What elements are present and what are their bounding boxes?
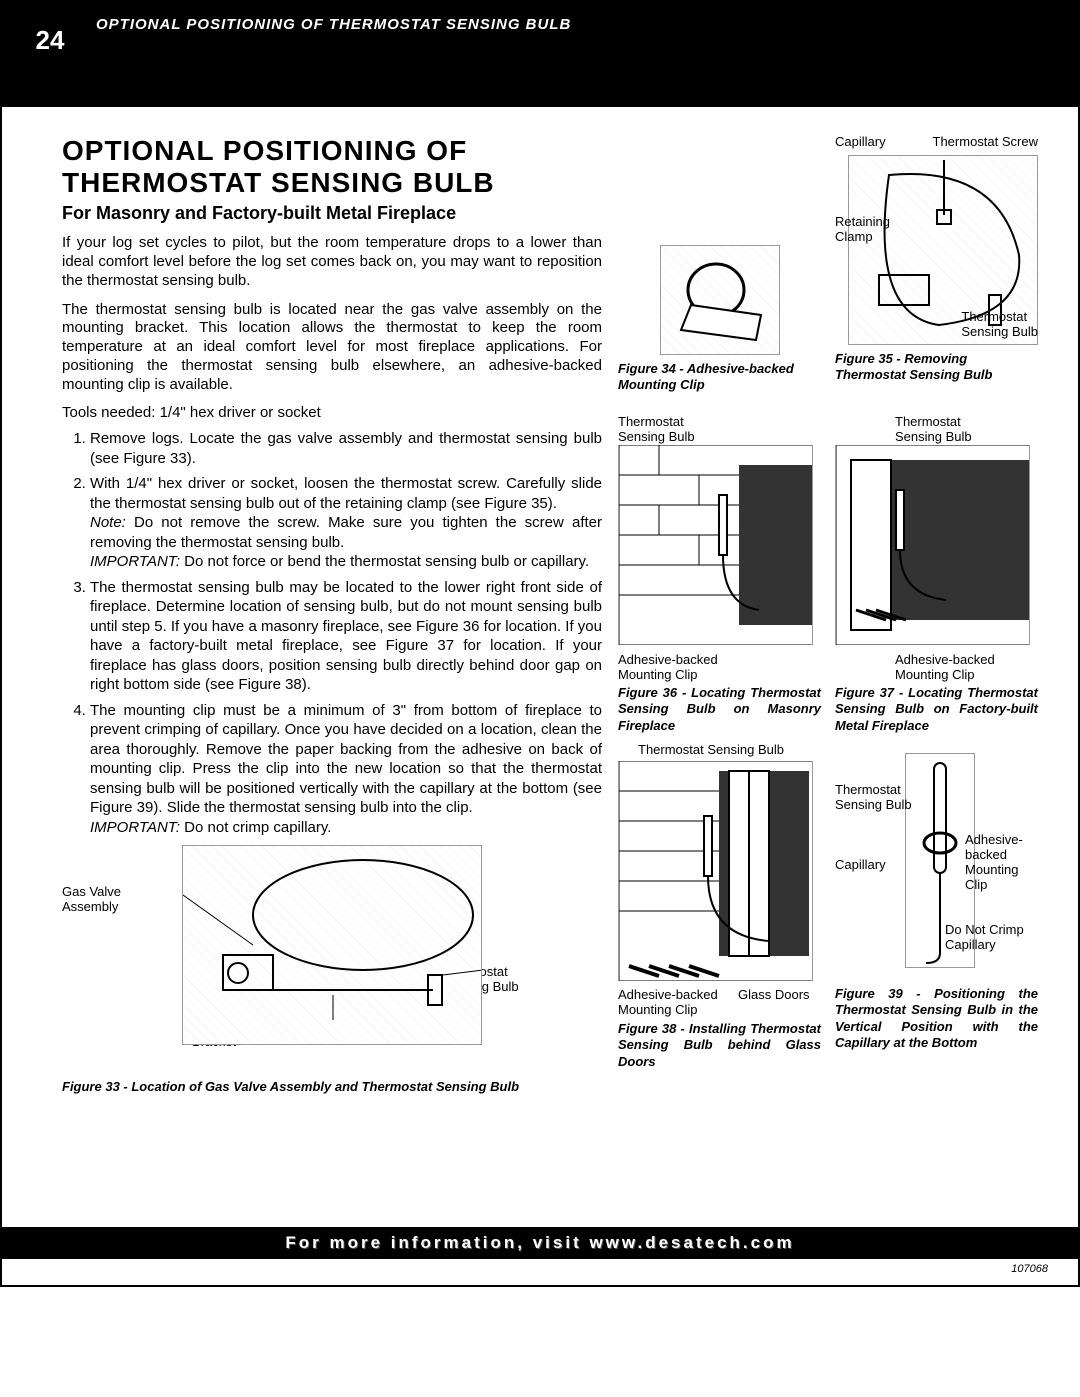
step-2: With 1/4" hex driver or socket, loosen t… [90,474,602,572]
figure-38-caption: Figure 38 - Installing Thermostat Sensin… [618,1021,821,1070]
tools-needed: Tools needed: 1/4" hex driver or socket [62,404,602,421]
subheading: For Masonry and Factory-built Metal Fire… [62,203,602,224]
right-column: Figure 34 - Adhesive-backed Mounting Cli… [618,135,1038,1089]
label-capillary-35: Capillary [835,135,886,150]
footer-bar: For more information, visit www.desatech… [2,1227,1078,1259]
step-1: Remove logs. Locate the gas valve assemb… [90,429,602,468]
paragraph-1: If your log set cycles to pilot, but the… [62,234,602,290]
manual-page: 24 OPTIONAL POSITIONING OF THERMOSTAT SE… [0,0,1080,1287]
step-4: The mounting clip must be a minimum of 3… [90,701,602,838]
gas-valve-icon [183,845,481,1045]
step-2a: With 1/4" hex driver or socket, loosen t… [90,475,602,512]
glass-door-icon [619,761,812,981]
section-title-line2: THERMOSTAT SENSING BULB [62,167,495,198]
left-column: OPTIONAL POSITIONING OF THERMOSTAT SENSI… [62,135,602,1096]
label-clip-37: Adhesive-backed Mounting Clip [895,653,995,683]
header-bar: 24 OPTIONAL POSITIONING OF THERMOSTAT SE… [2,2,1078,107]
figure-39: Thermostat Sensing Bulb Capillary Adhesi… [835,743,1038,1083]
label-capillary-39: Capillary [835,858,886,873]
figure-37-caption: Figure 37 - Locating Thermostat Sensing … [835,685,1038,734]
step-2-note-label: Note: [90,514,126,531]
label-tsb-35: Thermostat Sensing Bulb [961,310,1038,340]
step-4-important-label: IMPORTANT: [90,819,180,836]
figure-38-diagram [618,761,813,981]
label-tsb-36: Thermostat Sensing Bulb [618,415,695,445]
step-2-note: Do not remove the screw. Make sure you t… [90,514,602,551]
figure-34-caption: Figure 34 - Adhesive-backed Mounting Cli… [618,361,821,394]
step-2-important-label: IMPORTANT: [90,553,180,570]
figure-35-caption: Figure 35 - Removing Thermostat Sensing … [835,351,1038,384]
figure-36-caption: Figure 36 - Locating Thermostat Sensing … [618,685,821,734]
figure-row-36-37: Thermostat Sensing Bulb [618,415,1038,725]
figure-37: Thermostat Sensing Bulb Adhesive-backed … [835,415,1038,725]
label-gas-valve: Gas Valve Assembly [62,885,121,915]
clip-icon [661,245,779,355]
figure-39-caption: Figure 39 - Positioning the Thermostat S… [835,986,1038,1051]
paragraph-2: The thermostat sensing bulb is located n… [62,301,602,395]
step-4-text: The mounting clip must be a minimum of 3… [90,702,602,817]
content-area: OPTIONAL POSITIONING OF THERMOSTAT SENSI… [2,107,1078,1227]
figure-35: Capillary Thermostat Screw Retaining Cla… [835,135,1038,405]
masonry-icon [619,445,812,645]
section-title: OPTIONAL POSITIONING OF THERMOSTAT SENSI… [62,135,602,199]
figure-33-diagram [182,845,482,1045]
figure-33: Gas Valve Assembly Thermostat Sensing Bu… [62,845,542,1075]
figure-row-34-35: Figure 34 - Adhesive-backed Mounting Cli… [618,135,1038,405]
figure-34: Figure 34 - Adhesive-backed Mounting Cli… [618,135,821,405]
figure-36-diagram [618,445,813,645]
label-clip-38: Adhesive-backed Mounting Clip [618,988,718,1018]
label-tsb-39: Thermostat Sensing Bulb [835,783,912,813]
label-tsb-38: Thermostat Sensing Bulb [638,743,784,758]
page-number: 24 [22,12,78,68]
label-thermostat-screw: Thermostat Screw [933,135,1038,150]
label-tsb-37: Thermostat Sensing Bulb [895,415,972,445]
figure-34-diagram [660,245,780,355]
label-retaining-clamp: Retaining Clamp [835,215,890,245]
label-clip-36: Adhesive-backed Mounting Clip [618,653,718,683]
document-number: 107068 [2,1259,1078,1285]
step-2-important: Do not force or bend the thermostat sens… [180,553,589,570]
label-glass-doors: Glass Doors [738,988,810,1003]
header-title: OPTIONAL POSITIONING OF THERMOSTAT SENSI… [96,12,571,33]
step-list: Remove logs. Locate the gas valve assemb… [62,429,602,837]
step-4-important: Do not crimp capillary. [180,819,331,836]
label-clip-39: Adhesive- backed Mounting Clip [965,833,1023,893]
section-title-line1: OPTIONAL POSITIONING OF [62,135,467,166]
figure-row-38-39: Thermostat Sensing Bulb [618,743,1038,1083]
figure-36: Thermostat Sensing Bulb [618,415,821,725]
label-do-not-crimp: Do Not Crimp Capillary [945,923,1024,953]
metal-fireplace-icon [836,445,1029,645]
step-3: The thermostat sensing bulb may be locat… [90,578,602,695]
figure-37-diagram [835,445,1030,645]
figure-38: Thermostat Sensing Bulb [618,743,821,1083]
figure-33-caption: Figure 33 - Location of Gas Valve Assemb… [62,1079,562,1095]
